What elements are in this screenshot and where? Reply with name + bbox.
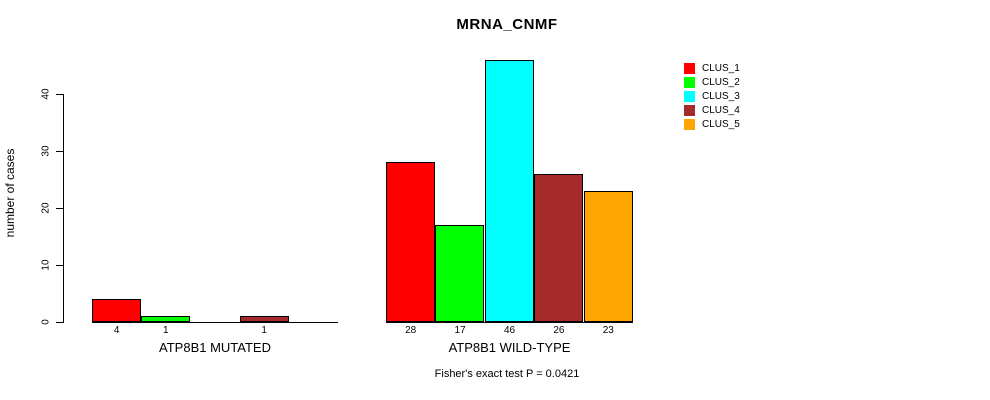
legend-label: CLUS_2 (702, 77, 740, 88)
x-axis-line-wildtype (386, 322, 633, 323)
y-tick-mark (56, 208, 63, 209)
bar-clus_4-mutated (240, 316, 289, 322)
x-axis-line-mutated (92, 322, 338, 323)
legend-item-clus_3: CLUS_3 (684, 91, 740, 102)
y-axis-label: number of cases (3, 148, 17, 238)
legend-label: CLUS_3 (702, 91, 740, 102)
legend-item-clus_5: CLUS_5 (684, 119, 740, 130)
bar-value-label: 4 (113, 325, 120, 336)
bar-value-label: 46 (503, 325, 516, 336)
legend-swatch-icon (684, 119, 695, 130)
legend-item-clus_1: CLUS_1 (684, 63, 740, 74)
fisher-test-annotation: Fisher's exact test P = 0.0421 (434, 368, 580, 380)
chart-title: MRNA_CNMF (456, 16, 558, 33)
bar-clus_2-wild-type (435, 225, 484, 322)
legend-label: CLUS_5 (702, 119, 740, 130)
y-tick-label: 20 (40, 202, 52, 214)
legend: CLUS_1 CLUS_2 CLUS_3 CLUS_4 CLUS_5 (684, 63, 740, 133)
bar-clus_2-mutated (141, 316, 190, 322)
bar-value-label: 1 (163, 325, 169, 336)
bar-value-label: 17 (454, 325, 466, 336)
y-tick-mark (56, 322, 63, 323)
bar-value-label: 1 (261, 325, 267, 336)
bar-clus_3-wild-type (485, 60, 534, 322)
y-tick-label: 40 (40, 88, 52, 100)
legend-swatch-icon (684, 77, 695, 88)
group-label-mutated: ATP8B1 MUTATED (159, 340, 271, 355)
legend-swatch-icon (684, 91, 695, 102)
y-axis-line (63, 94, 64, 323)
bar-clus_5-wild-type (584, 191, 633, 322)
bar-value-label: 26 (553, 325, 565, 336)
group-label-wildtype: ATP8B1 WILD-TYPE (448, 340, 571, 355)
bar-clus_1-mutated (92, 299, 141, 322)
y-tick-mark (56, 94, 63, 95)
y-tick-mark (56, 151, 63, 152)
bar-clus_4-wild-type (534, 174, 583, 322)
y-tick-label: 0 (40, 319, 52, 325)
y-tick-mark (56, 265, 63, 266)
legend-swatch-icon (684, 63, 695, 74)
legend-item-clus_4: CLUS_4 (684, 105, 740, 116)
legend-label: CLUS_1 (702, 63, 740, 74)
bar-value-label: 23 (602, 325, 614, 336)
legend-swatch-icon (684, 105, 695, 116)
y-tick-label: 30 (40, 145, 52, 157)
bar-clus_1-wild-type (386, 162, 435, 322)
y-tick-label: 10 (40, 259, 52, 271)
legend-label: CLUS_4 (702, 105, 740, 116)
legend-item-clus_2: CLUS_2 (684, 77, 740, 88)
bar-value-label: 28 (405, 325, 417, 336)
